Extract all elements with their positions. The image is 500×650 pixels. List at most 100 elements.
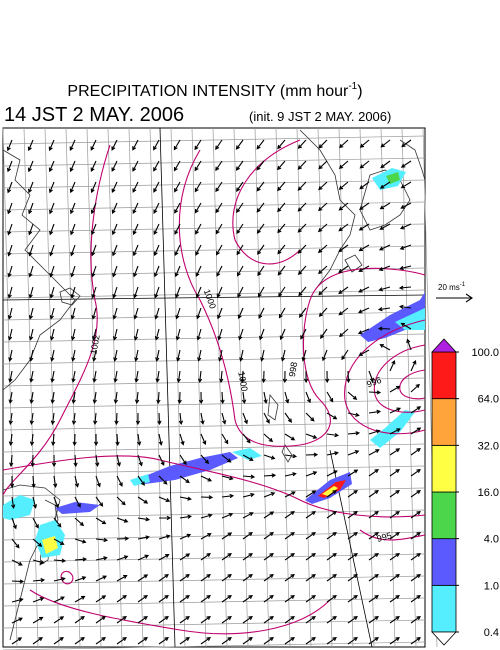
wind-vectors — [6, 139, 422, 645]
colorbar-segment — [431, 491, 457, 540]
wind-arrow — [238, 328, 244, 341]
wind-arrow — [399, 265, 412, 271]
wind-arrow — [74, 517, 85, 527]
wind-arrow — [263, 391, 268, 404]
wind-arrow — [406, 338, 412, 351]
wind-arrow — [326, 574, 337, 582]
wind-arrow — [305, 616, 316, 624]
wind-arrow — [7, 223, 13, 236]
wind-arrow — [200, 412, 205, 425]
wind-arrow — [50, 370, 55, 383]
wind-arrow — [398, 285, 412, 290]
wind-arrow — [242, 574, 253, 582]
wind-arrow — [263, 553, 274, 561]
wind-arrow — [91, 265, 97, 278]
wind-arrow — [28, 202, 34, 215]
wind-arrow — [137, 595, 148, 603]
wind-arrow — [399, 244, 412, 250]
wind-arrow — [116, 454, 121, 467]
wind-arrow — [30, 454, 35, 468]
parallel — [2, 619, 426, 629]
valid-time: 14 JST 2 MAY. 2006 — [4, 104, 184, 126]
wind-arrow — [179, 514, 193, 519]
wind-arrow — [235, 160, 244, 171]
wind-arrow — [70, 328, 76, 341]
wind-arrow — [389, 385, 401, 393]
wind-arrow — [195, 265, 202, 278]
wind-arrow — [338, 244, 349, 253]
wind-arrow — [298, 307, 307, 318]
wind-arrow — [326, 532, 337, 540]
wind-arrow — [256, 139, 265, 150]
wind-arrow — [338, 265, 349, 274]
wind-arrow — [380, 139, 391, 148]
wind-arrow — [305, 511, 316, 519]
wind-arrow — [174, 223, 181, 235]
wind-arrow — [177, 391, 182, 405]
wind-arrow — [277, 265, 286, 276]
wind-arrow — [137, 637, 148, 645]
wind-arrow — [368, 370, 374, 383]
wind-arrow — [11, 517, 17, 530]
wind-arrow — [320, 328, 328, 339]
wind-arrow — [284, 553, 295, 561]
wind-arrow — [179, 553, 191, 561]
wind-arrow — [93, 412, 98, 426]
wind-arrow — [358, 265, 370, 272]
wind-arrow — [32, 538, 43, 547]
wind-arrow — [347, 532, 358, 540]
wind-arrow — [7, 265, 13, 278]
wind-arrow — [389, 574, 400, 582]
wind-arrow — [242, 492, 255, 498]
wind-arrow — [133, 265, 139, 278]
meridian — [317, 127, 333, 648]
wind-arrow — [195, 244, 202, 256]
wind-arrow — [32, 637, 43, 645]
wind-arrow — [277, 139, 286, 150]
wind-arrow — [194, 202, 202, 214]
wind-arrow — [326, 616, 337, 624]
parallel — [2, 245, 426, 255]
wind-arrow — [137, 574, 149, 582]
vector-legend-sup: -1 — [460, 282, 466, 288]
wind-arrow — [399, 223, 412, 230]
wind-arrow — [380, 160, 391, 169]
wind-arrow — [93, 433, 99, 447]
wind-arrow — [358, 223, 370, 231]
wind-arrow — [358, 286, 370, 293]
wind-arrow — [237, 265, 244, 277]
wind-arrow — [260, 349, 265, 362]
wind-arrow — [305, 553, 316, 561]
precip-area — [3, 495, 35, 520]
wind-arrow — [27, 160, 34, 173]
wind-arrow — [410, 383, 420, 393]
wind-arrow — [11, 538, 20, 549]
wind-arrow — [298, 286, 307, 297]
wind-arrow — [398, 304, 412, 309]
wind-arrow — [74, 595, 86, 603]
wind-arrow — [284, 491, 296, 498]
wind-arrow — [368, 490, 379, 498]
wind-arrow — [200, 495, 214, 500]
wind-arrow — [221, 512, 234, 519]
meridian — [170, 127, 186, 648]
wind-arrow — [318, 286, 328, 296]
wind-arrow — [134, 370, 139, 383]
wind-arrow — [113, 370, 118, 383]
wind-arrow — [70, 286, 76, 299]
frame-line — [2, 294, 426, 301]
title-end: ) — [357, 83, 362, 100]
wind-arrow — [7, 307, 13, 320]
wind-arrow — [70, 223, 76, 236]
wind-arrow — [71, 391, 76, 405]
wind-arrow — [326, 432, 340, 438]
wind-arrow — [11, 597, 24, 603]
wind-arrow — [318, 139, 328, 149]
wind-arrow — [357, 328, 370, 335]
wind-arrow — [179, 496, 192, 501]
wind-arrow — [176, 349, 181, 362]
precip-area — [232, 448, 262, 460]
wind-arrow — [32, 577, 46, 583]
wind-arrow — [221, 532, 233, 540]
wind-arrow — [8, 433, 14, 447]
